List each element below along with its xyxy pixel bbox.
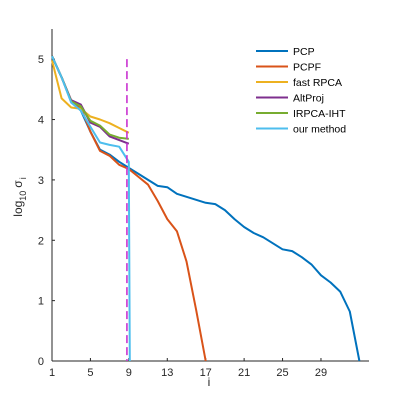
legend-label: our method [293,124,346,136]
axes [51,29,369,362]
x-tick-label: 21 [238,367,250,379]
x-tick-label: 29 [315,367,327,379]
y-axis-label: log10 σi [11,177,28,216]
x-tick-label: 25 [276,367,288,379]
series-line-fast-rpca [51,60,130,134]
x-tick-label: 17 [200,367,212,379]
y-axis-label-sigma: σ [11,180,25,188]
y-tick-label: 0 [38,356,44,368]
y-axis-label-base: log [11,201,25,217]
series-layer [51,55,361,362]
axis-labels: i log10σi [11,177,210,389]
y-axis-label-sigma-sub: i [18,177,28,179]
x-tick-label: 9 [126,367,132,379]
y-tick-label: 3 [38,175,44,187]
series-line-pcp [51,55,361,362]
legend-label: PCPF [293,62,321,74]
legend-label: PCP [293,46,315,58]
series-line-our-method [51,55,131,362]
x-axis-label: i [208,375,211,389]
legend: PCP PCPF fast RPCA AltProj IRPCA-IHT our meth… [256,46,346,136]
legend-label: AltProj [293,93,324,105]
y-tick-label: 1 [38,296,44,308]
y-tick-label: 5 [38,54,44,66]
y-axis-label-sub: 10 [18,191,28,201]
x-tick-label: 13 [161,367,173,379]
x-tick-label: 5 [87,367,93,379]
legend-label: IRPCA-IHT [293,108,346,120]
y-tick-label: 4 [38,115,44,127]
legend-label: fast RPCA [293,77,342,89]
y-tick-label: 2 [38,235,44,247]
x-tick-label: 1 [49,367,55,379]
